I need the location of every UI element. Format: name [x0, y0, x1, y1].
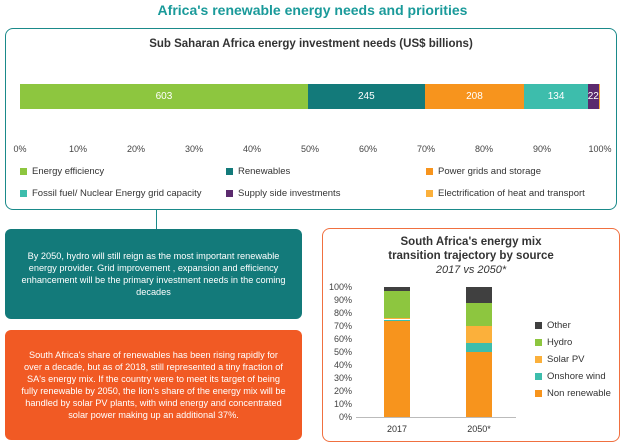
- legend-swatch: [535, 373, 542, 380]
- investment-stacked-bar: 603 245 208 134 22: [20, 84, 600, 109]
- y-tick-label: 100%: [328, 282, 352, 292]
- x-tick-label: 40%: [242, 144, 262, 154]
- x-tick-label: 90%: [532, 144, 552, 154]
- bar-segment-other: [466, 287, 492, 303]
- investment-chart-panel: Sub Saharan Africa energy investment nee…: [5, 28, 617, 210]
- bar-segment-hydro: [466, 302, 492, 326]
- y-tick-label: 10%: [333, 399, 352, 409]
- legend-item: Fossil fuel/ Nuclear Energy grid capacit…: [20, 188, 202, 199]
- legend-swatch: [226, 168, 233, 175]
- legend-item: Onshore wind: [535, 371, 606, 382]
- y-tick-label: 30%: [333, 373, 352, 383]
- bar-segment-supply-side-investments: 22: [588, 84, 599, 109]
- legend-item: Other: [535, 320, 571, 331]
- legend-item: Energy efficiency: [20, 166, 104, 177]
- legend-swatch: [535, 339, 542, 346]
- legend-item: Power grids and storage: [426, 166, 541, 177]
- legend-item: Supply side investments: [226, 188, 340, 199]
- legend-swatch: [426, 190, 433, 197]
- legend-item: Hydro: [535, 337, 572, 348]
- bar-data-label: 134: [547, 91, 565, 102]
- bar-segment-other: [384, 287, 410, 291]
- y-tick-label: 0%: [338, 412, 352, 422]
- x-tick-label: 20%: [126, 144, 146, 154]
- bar-segment-renewables: 245: [307, 84, 425, 109]
- bar-segment-non-renewable: [466, 352, 492, 417]
- x-tick-label: 60%: [358, 144, 378, 154]
- legend-item: Electrification of heat and transport: [426, 188, 585, 199]
- y-tick-label: 20%: [333, 386, 352, 396]
- bar-segment-fossil-fuel-nuclear-energy-grid-capacity: 134: [524, 84, 589, 109]
- y-tick-label: 90%: [333, 295, 352, 305]
- bar-segment-solar-pv: [384, 318, 410, 320]
- legend-label: Non renewable: [547, 388, 611, 399]
- y-tick-label: 50%: [333, 347, 352, 357]
- bar-data-label: 22: [587, 91, 599, 102]
- legend-item: Non renewable: [535, 388, 611, 399]
- legend-label: Supply side investments: [238, 188, 341, 199]
- energy-mix-chart-title: South Africa's energy mix transition tra…: [323, 235, 619, 263]
- bar-segment-solar-pv: [466, 326, 492, 343]
- legend-swatch: [20, 190, 27, 197]
- x-category-label: 2050*: [467, 424, 491, 434]
- x-axis-line: [356, 417, 516, 418]
- legend-swatch: [535, 322, 542, 329]
- energy-mix-chart-title-text: South Africa's energy mix transition tra…: [388, 236, 554, 262]
- bar-data-label: 603: [155, 91, 173, 102]
- y-tick-label: 60%: [333, 334, 352, 344]
- page-title: Africa's renewable energy needs and prio…: [157, 2, 468, 18]
- legend-label: Fossil fuel/ Nuclear Energy grid capacit…: [32, 188, 202, 199]
- legend-swatch: [20, 168, 27, 175]
- legend-label: Electrification of heat and transport: [438, 188, 585, 199]
- y-tick-label: 70%: [333, 321, 352, 331]
- y-tick-label: 40%: [333, 360, 352, 370]
- investment-chart-title: Sub Saharan Africa energy investment nee…: [149, 38, 473, 50]
- x-tick-label: 50%: [300, 144, 320, 154]
- bar-segment-electrification-of-heat-and-transport: [598, 84, 600, 109]
- legend-label: Onshore wind: [547, 371, 606, 382]
- callout-connector: [156, 210, 157, 229]
- bar-segment-power-grids-and-storage: 208: [424, 84, 525, 109]
- legend-label: Hydro: [547, 337, 573, 348]
- legend-swatch: [535, 356, 542, 363]
- legend-label: Renewables: [238, 166, 291, 177]
- legend-swatch: [426, 168, 433, 175]
- x-category-label: 2017: [386, 424, 408, 434]
- energy-mix-chart-panel: South Africa's energy mix transition tra…: [322, 228, 620, 442]
- bar-data-label: 245: [357, 91, 375, 102]
- legend-item: Solar PV: [535, 354, 585, 365]
- legend-label: Power grids and storage: [438, 166, 541, 177]
- legend-label: Solar PV: [547, 354, 585, 365]
- bar-data-label: 208: [466, 91, 483, 102]
- energy-mix-chart-subtitle: 2017 vs 2050*: [435, 264, 507, 276]
- x-tick-label: 10%: [68, 144, 88, 154]
- bar-segment-energy-efficiency: 603: [20, 84, 308, 109]
- legend-swatch: [226, 190, 233, 197]
- legend-label: Other: [547, 320, 571, 331]
- x-tick-label: 70%: [416, 144, 436, 154]
- legend-item: Renewables: [226, 166, 290, 177]
- legend-swatch: [535, 390, 542, 397]
- x-tick-label: 100%: [588, 144, 612, 154]
- bar-segment-onshore-wind: [466, 342, 492, 352]
- hydro-note: By 2050, hydro will still reign as the m…: [5, 229, 302, 319]
- bar-segment-onshore-wind: [384, 319, 410, 321]
- legend-label: Energy efficiency: [32, 166, 105, 177]
- south-africa-note: South Africa's share of renewables has b…: [5, 330, 302, 440]
- x-tick-label: 30%: [184, 144, 204, 154]
- x-tick-label: 80%: [474, 144, 494, 154]
- bar-segment-non-renewable: [384, 320, 410, 417]
- y-tick-label: 80%: [333, 308, 352, 318]
- bar-segment-hydro: [384, 290, 410, 319]
- x-tick-label: 0%: [13, 144, 27, 154]
